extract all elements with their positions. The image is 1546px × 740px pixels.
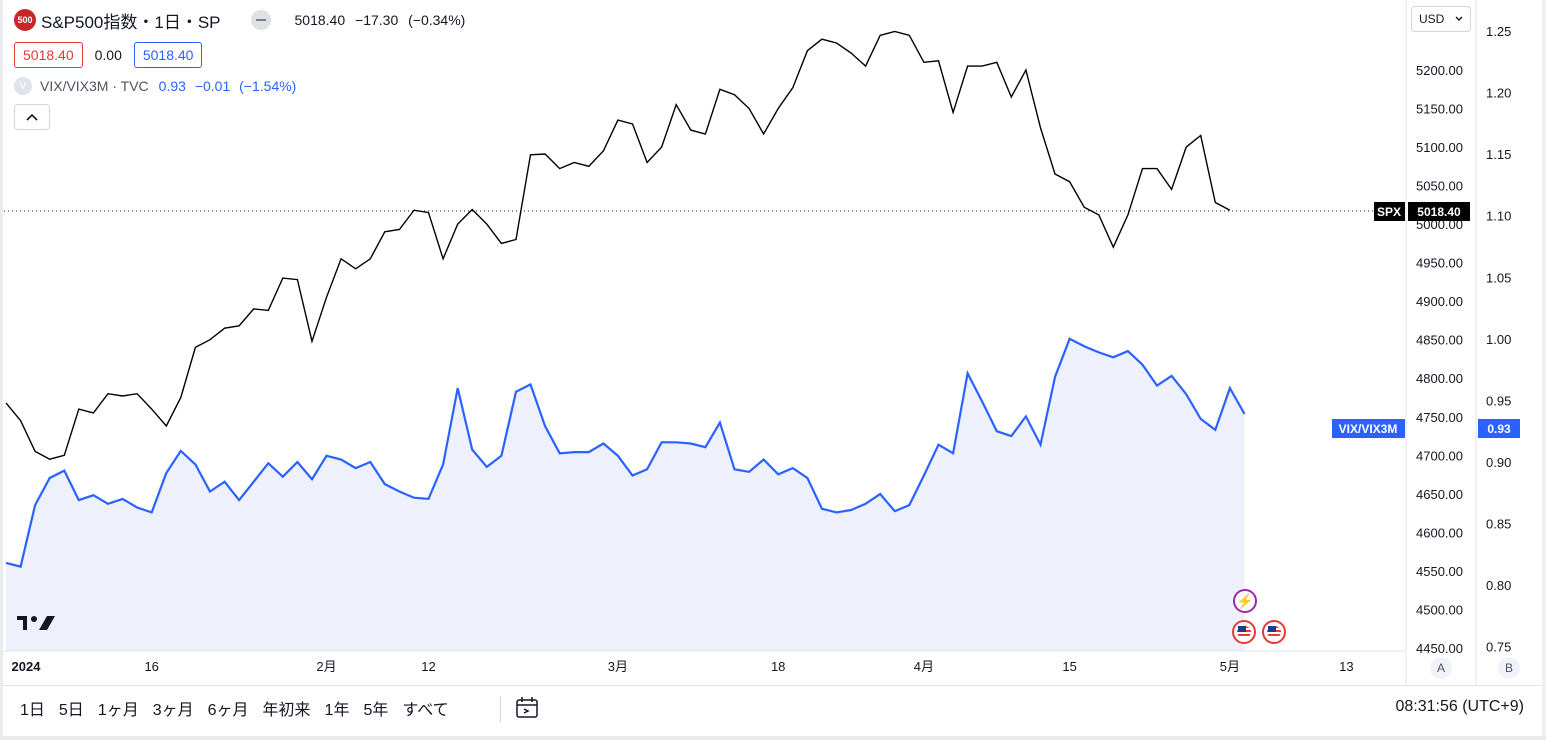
ratio-axis-tick: 1.20 [1486, 86, 1511, 101]
time-range-button[interactable]: 3ヶ月 [152, 702, 194, 719]
symbol-logo-text: 500 [17, 15, 33, 25]
ratio-axis-tick: 1.00 [1486, 332, 1511, 347]
price-axis-tick: 4750.00 [1416, 410, 1463, 425]
vix-legend-row[interactable]: V VIX/VIX3M · TVC 0.93 −0.01 (−1.54%) [14, 77, 471, 95]
spx-series-line [5, 30, 1231, 460]
bid-ask-row: 5018.40 0.00 5018.40 [14, 42, 471, 68]
vix-last-value: 0.93 [1487, 422, 1511, 436]
time-range-button[interactable]: 1ヶ月 [97, 702, 139, 719]
time-range-button[interactable]: 5日 [58, 702, 84, 719]
ratio-axis-tick: 0.95 [1486, 393, 1511, 408]
spx-price-tag: SPX 5018.40 [1374, 202, 1470, 221]
sell-button[interactable]: 5018.40 [14, 42, 83, 68]
time-axis-tick: 2024 [12, 659, 42, 674]
tradingview-logo-icon[interactable] [17, 612, 57, 634]
bottom-toolbar: 1日 5日 1ヶ月 3ヶ月 6ヶ月 年初来 1年 5年 すべて 08:31:56 (UTC+9) [0, 685, 1542, 737]
vix-change: −0.01 [194, 78, 231, 94]
ratio-axis-tick: 0.80 [1486, 578, 1511, 593]
time-range-button[interactable]: 5年 [363, 702, 389, 719]
toolbar-separator [500, 696, 501, 722]
chart-canvas[interactable]: 5200.00 5150.00 5100.00 5050.00 500 0.00 4950.… [0, 0, 1546, 685]
time-axis-tick: 13 [1339, 659, 1353, 674]
symbol-logo-icon: 500 [14, 9, 36, 31]
symbol-title[interactable]: S&P500指数・1日・SP [41, 12, 221, 32]
vix-area-fill [6, 338, 1245, 651]
vix-logo-icon: V [14, 77, 32, 95]
go-to-date-icon[interactable] [514, 695, 540, 721]
log-scale-button[interactable]: B [1498, 657, 1520, 679]
ratio-axis-tick: 0.85 [1486, 517, 1511, 532]
spx-tag-label: SPX [1377, 205, 1401, 219]
price-change-percent: (−0.34%) [408, 12, 466, 28]
currency-selector[interactable]: USD [1411, 6, 1471, 32]
vix-series-line [5, 337, 1246, 568]
ratio-axis-tick: 1.10 [1486, 209, 1511, 224]
window-edge-left [0, 0, 3, 740]
time-axis-tick: 15 [1062, 659, 1076, 674]
time-range-button[interactable]: すべて [402, 702, 449, 719]
price-axis-tick: 5050.00 [1416, 179, 1463, 194]
legend-collapse-button[interactable] [14, 104, 50, 130]
price-axis-tick: 4950.00 [1416, 256, 1463, 271]
spread-value: 0.00 [94, 47, 122, 63]
vix-symbol-name: VIX/VIX3M · TVC [40, 78, 149, 94]
legend-values: 5018.40 −17.30 (−0.34%) [295, 12, 472, 28]
currency-label: USD [1419, 12, 1445, 26]
price-axis-tick: 5200.00 [1416, 63, 1463, 78]
time-axis-tick: 2月 [316, 659, 336, 674]
event-marker-lightning-icon[interactable]: ⚡ [1233, 589, 1257, 613]
time-axis-tick: 4月 [914, 659, 934, 674]
price-axis-tick: 4700.00 [1416, 448, 1463, 463]
clock-display[interactable]: 08:31:56 (UTC+9) [1395, 698, 1524, 715]
time-range-button[interactable]: 6ヶ月 [207, 702, 249, 719]
vix-change-percent: (−1.54%) [239, 78, 297, 94]
time-range-buttons: 1日 5日 1ヶ月 3ヶ月 6ヶ月 年初来 1年 5年 すべて [20, 696, 449, 720]
vix-tag-label: VIX/VIX3M [1339, 422, 1398, 436]
buy-button[interactable]: 5018.40 [133, 42, 203, 68]
price-change: −17.30 [355, 12, 399, 28]
time-axis-tick: 5月 [1220, 659, 1240, 674]
last-price: 5018.40 [294, 12, 346, 28]
minimize-icon[interactable] [250, 10, 271, 30]
price-axis-tick: 4600.00 [1416, 525, 1463, 540]
time-range-button[interactable]: 年初来 [262, 702, 311, 719]
spx-last-value: 5018.40 [1417, 205, 1461, 219]
us-flag-event-icon[interactable] [1232, 620, 1256, 644]
ratio-axis-tick: 0.90 [1486, 455, 1511, 470]
ratio-axis-tick: 0.75 [1486, 640, 1511, 655]
legend-main-row[interactable]: 500 S&P500指数・1日・SP 5018.40 −17.30 (−0.34… [14, 8, 471, 32]
time-axis-tick: 16 [144, 659, 158, 674]
price-axis-tick: 5100.00 [1416, 140, 1463, 155]
chevron-down-icon [1455, 16, 1463, 21]
auto-scale-button[interactable]: A [1430, 657, 1452, 679]
price-axis-tick: 4900.00 [1416, 294, 1463, 309]
vix-price-tag: VIX/VIX3M 0.93 [1332, 419, 1520, 438]
window-edge-right [1542, 0, 1546, 740]
time-range-button[interactable]: 1年 [324, 702, 350, 719]
price-axis-tick: 4800.00 [1416, 371, 1463, 386]
time-axis-tick: 3月 [608, 659, 628, 674]
ratio-axis-tick: 1.25 [1486, 24, 1511, 39]
vix-value: 0.93 [158, 78, 186, 94]
price-axis-tick: 4850.00 [1416, 333, 1463, 348]
us-flag-event-icon[interactable] [1262, 620, 1286, 644]
ratio-axis-tick: 1.05 [1486, 270, 1511, 285]
window-edge-bottom [0, 736, 1546, 740]
time-range-button[interactable]: 1日 [20, 702, 45, 719]
time-axis-tick: 18 [771, 659, 785, 674]
price-axis-tick: 4500.00 [1416, 602, 1463, 617]
vix-logo-text: V [19, 80, 27, 92]
time-axis-tick: 12 [421, 659, 435, 674]
legend: 500 S&P500指数・1日・SP 5018.40 −17.30 (−0.34… [14, 8, 471, 130]
price-axis-tick: 4650.00 [1416, 487, 1463, 502]
chevron-up-icon [26, 113, 38, 121]
ratio-axis-tick: 1.15 [1486, 147, 1511, 162]
price-axis-tick: 5150.00 [1416, 102, 1463, 117]
price-axis-tick: 4550.00 [1416, 564, 1463, 579]
price-axis-tick: 4450.00 [1416, 641, 1463, 656]
vix-values: 0.93 −0.01 (−1.54%) [159, 78, 302, 94]
